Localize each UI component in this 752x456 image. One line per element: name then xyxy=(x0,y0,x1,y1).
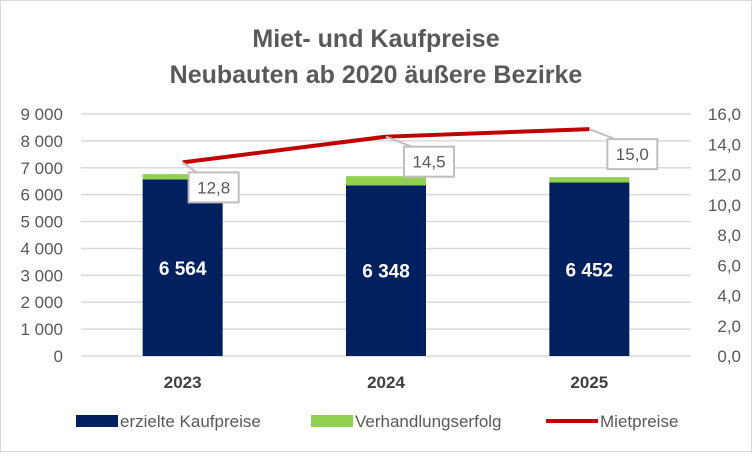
chart-title-line2: Neubauten ab 2020 äußere Bezirke xyxy=(170,61,583,89)
left-tick-label: 1 000 xyxy=(20,320,63,339)
legend-label: Verhandlungserfolg xyxy=(355,412,502,431)
legend-label: Mietpreise xyxy=(600,412,678,431)
bar-data-label: 6 564 xyxy=(159,259,207,280)
callout-leader xyxy=(385,135,413,148)
line-mietpreise xyxy=(182,127,590,165)
left-tick-label: 8 000 xyxy=(20,132,63,151)
callout-box xyxy=(403,145,455,178)
callout-box xyxy=(187,171,240,204)
right-tick-label: 6,0 xyxy=(717,256,741,275)
bar-verhandlungserfolg xyxy=(142,174,223,180)
bar-kaufpreise xyxy=(549,182,630,356)
left-tick-label: 3 000 xyxy=(20,266,63,285)
left-tick-label: 4 000 xyxy=(20,239,63,258)
right-tick-label: 4,0 xyxy=(717,287,741,306)
left-tick-label: 2 000 xyxy=(20,293,63,312)
x-tick-label: 2025 xyxy=(570,373,608,392)
bar-data-label: 6 452 xyxy=(566,260,614,281)
x-tick-label: 2023 xyxy=(164,373,202,392)
right-tick-label: 8,0 xyxy=(717,226,741,245)
right-tick-label: 10,0 xyxy=(708,196,741,215)
line-data-label: 15,0 xyxy=(616,145,649,164)
right-tick-label: 0,0 xyxy=(717,347,741,366)
bar-data-label: 6 348 xyxy=(362,262,410,283)
callout-leader xyxy=(588,128,616,141)
left-tick-label: 0 xyxy=(54,347,63,366)
right-tick-label: 2,0 xyxy=(717,317,741,336)
chart-title-line1: Miet- und Kaufpreise xyxy=(252,25,499,53)
callout-leader xyxy=(182,161,198,174)
legend-swatch xyxy=(76,415,118,427)
callout-box xyxy=(606,138,659,171)
line-data-label: 14,5 xyxy=(412,153,445,172)
right-tick-label: 14,0 xyxy=(708,135,741,154)
right-tick-label: 16,0 xyxy=(708,105,741,124)
left-tick-label: 5 000 xyxy=(20,213,63,232)
left-tick-label: 9 000 xyxy=(20,105,63,124)
legend-swatch xyxy=(311,415,353,427)
right-tick-label: 12,0 xyxy=(708,166,741,185)
bar-kaufpreise xyxy=(346,185,426,356)
bar-kaufpreise xyxy=(142,179,223,356)
left-tick-label: 7 000 xyxy=(20,159,63,178)
x-tick-label: 2024 xyxy=(367,373,405,392)
line-data-label: 12,8 xyxy=(197,178,230,197)
bar-verhandlungserfolg xyxy=(346,176,426,186)
bar-verhandlungserfolg xyxy=(549,177,630,183)
legend-label: erzielte Kaufpreise xyxy=(120,412,261,431)
left-tick-label: 6 000 xyxy=(20,186,63,205)
